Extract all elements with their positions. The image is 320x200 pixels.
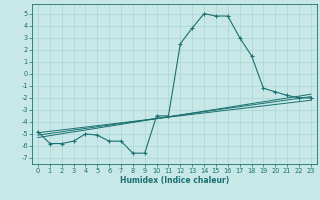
X-axis label: Humidex (Indice chaleur): Humidex (Indice chaleur): [120, 176, 229, 185]
